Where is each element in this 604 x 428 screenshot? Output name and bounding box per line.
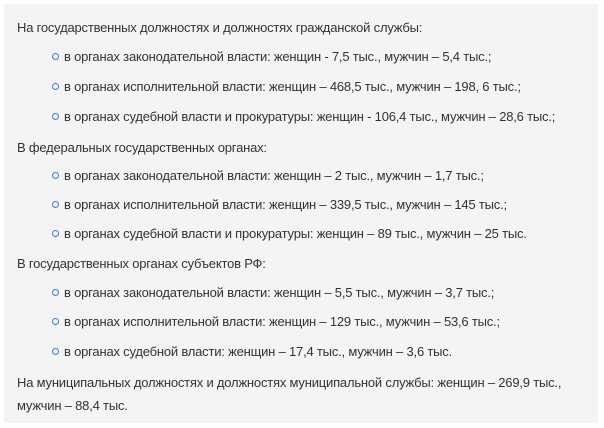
list-item: в органах законодательной власти: женщин… <box>52 166 484 186</box>
list-item: в органах законодательной власти: женщин… <box>52 47 491 67</box>
list-item: в органах исполнительной власти: женщин … <box>52 312 500 332</box>
bullet-icon <box>52 348 59 355</box>
bullet-icon <box>52 230 59 237</box>
list-item: в органах судебной власти и прокуратуры:… <box>52 107 555 127</box>
bullet-icon <box>52 289 59 296</box>
list-item: в органах судебной власти и прокуратуры:… <box>52 224 527 244</box>
bullet-icon <box>52 201 59 208</box>
bullet-icon <box>52 113 59 120</box>
bullet-icon <box>52 172 59 179</box>
content-panel: На государственных должностях и должност… <box>4 4 598 423</box>
list-item: в органах исполнительной власти: женщин … <box>52 77 521 97</box>
list-item: в органах судебной власти: женщин – 17,4… <box>52 342 452 362</box>
bullet-icon <box>52 53 59 60</box>
bullet-icon <box>52 83 59 90</box>
list-item: в органах законодательной власти: женщин… <box>52 283 494 303</box>
list-item: в органах исполнительной власти: женщин … <box>52 195 507 215</box>
final-paragraph: На муниципальных должностях и должностях… <box>17 375 562 413</box>
section-heading: В государственных органах субъектов РФ: <box>17 256 266 271</box>
bullet-icon <box>52 318 59 325</box>
section-heading: В федеральных государственных органах: <box>17 140 267 155</box>
section-heading: На государственных должностях и должност… <box>17 20 423 35</box>
